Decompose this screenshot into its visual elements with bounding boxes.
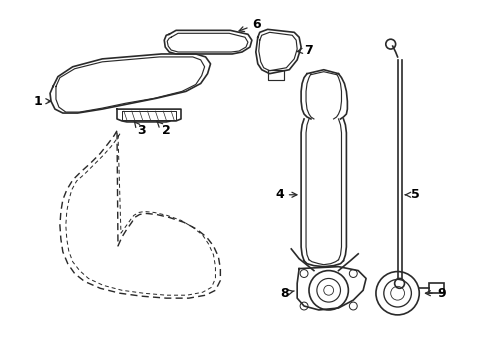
Text: 2: 2 xyxy=(157,122,170,137)
Text: 6: 6 xyxy=(239,18,261,32)
Text: 9: 9 xyxy=(425,287,446,300)
Text: 8: 8 xyxy=(280,287,294,300)
Text: 5: 5 xyxy=(405,188,419,201)
Bar xyxy=(428,283,443,293)
Text: 4: 4 xyxy=(275,188,296,201)
Text: 1: 1 xyxy=(34,95,51,108)
Text: 7: 7 xyxy=(297,44,313,57)
Text: 3: 3 xyxy=(134,122,145,137)
